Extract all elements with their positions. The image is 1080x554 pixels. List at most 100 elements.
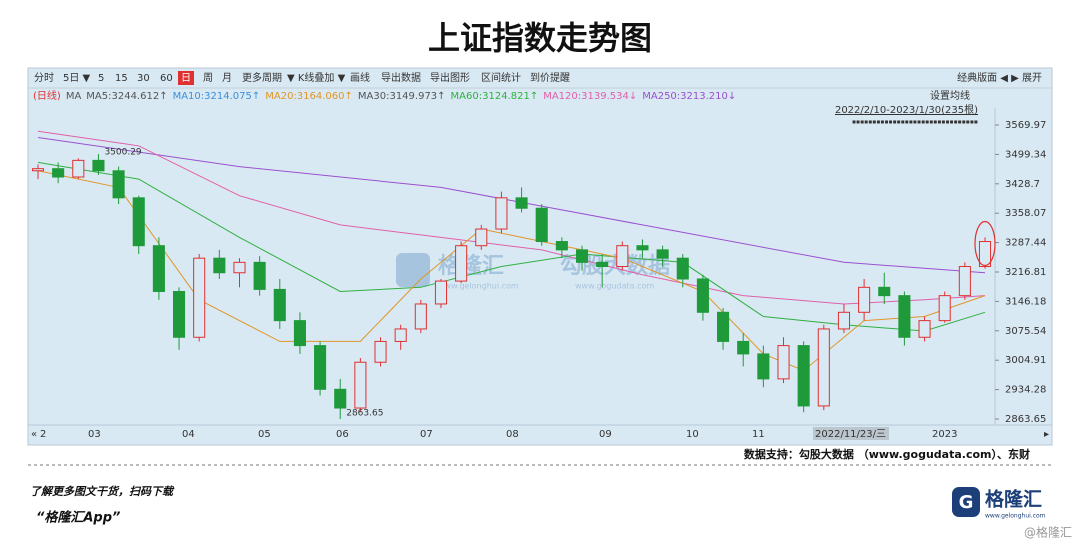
candle-body bbox=[394, 328, 407, 342]
toolbar-item[interactable]: 日 bbox=[181, 73, 191, 84]
toolbar-item[interactable]: 区间统计 bbox=[481, 71, 521, 84]
logo-icon-letter: G bbox=[959, 492, 974, 513]
toolbar-item[interactable]: 60 bbox=[160, 73, 173, 84]
candle-body bbox=[314, 345, 327, 390]
candle-body bbox=[535, 207, 548, 243]
highlight-circle bbox=[974, 220, 996, 267]
crosshair-date-bg bbox=[813, 427, 889, 440]
y-tick-label: 3287.44 bbox=[1005, 238, 1046, 249]
legend-entry: MA bbox=[66, 91, 82, 102]
toolbar-item[interactable]: 画线 bbox=[350, 71, 370, 84]
candle-body bbox=[334, 388, 347, 409]
candle-body bbox=[193, 257, 206, 338]
legend-entry: MA120:3139.534↓ bbox=[543, 91, 637, 102]
chart-title: 上证指数走势图 bbox=[428, 19, 652, 57]
x-tick-label: 2022/11/23/三 bbox=[815, 429, 886, 440]
candle-body bbox=[656, 249, 669, 259]
y-tick-label: 3075.54 bbox=[1005, 326, 1046, 337]
toolbar-item[interactable]: 到价提醒 bbox=[530, 72, 570, 84]
toolbar-item[interactable]: 5日 ▼ bbox=[63, 73, 91, 84]
x-tick-label: 06 bbox=[336, 429, 349, 440]
candle-body bbox=[958, 266, 971, 297]
toolbar-item[interactable]: ▼ K线叠加 ▼ bbox=[287, 71, 346, 84]
range-label: 2022/2/10-2023/1/30(235根) bbox=[835, 103, 978, 116]
x-tick-label: 10 bbox=[686, 429, 699, 440]
candle-body bbox=[434, 280, 448, 305]
toolbar-item[interactable]: 30 bbox=[137, 73, 150, 84]
candle-body bbox=[696, 278, 709, 313]
candle-body bbox=[898, 295, 911, 338]
candle-body bbox=[495, 197, 508, 230]
toolbar-item[interactable]: 月 bbox=[222, 72, 232, 84]
watermark-text: www.gogudata.com bbox=[575, 282, 654, 291]
candle-body bbox=[515, 197, 528, 209]
x-tick-label: 09 bbox=[599, 429, 612, 440]
toolbar-item[interactable]: 周 bbox=[203, 72, 213, 84]
candle-body bbox=[31, 168, 45, 172]
candle-body bbox=[475, 228, 488, 247]
watermark-text: www.gelonghui.com bbox=[438, 282, 519, 291]
candle-body bbox=[173, 290, 186, 338]
candle-body bbox=[132, 197, 145, 247]
scroll-left[interactable]: « bbox=[31, 429, 37, 440]
y-tick-label: 3569.97 bbox=[1005, 120, 1046, 131]
candle-body bbox=[72, 159, 85, 178]
x-tick-label: 07 bbox=[420, 429, 433, 440]
y-tick-label: 3004.91 bbox=[1005, 355, 1046, 366]
candle-body bbox=[52, 168, 65, 178]
logo-sub: www.gelonghui.com bbox=[985, 513, 1046, 520]
candle-body bbox=[253, 261, 266, 290]
toolbar-item[interactable]: 导出数据 bbox=[381, 71, 421, 84]
candle-body bbox=[596, 261, 609, 268]
candle-body bbox=[978, 241, 992, 268]
y-tick-label: 3216.81 bbox=[1005, 267, 1046, 278]
candle-body bbox=[213, 257, 226, 274]
legend-entry: MA10:3214.075↑ bbox=[173, 91, 261, 102]
x-tick-label: 2023 bbox=[932, 429, 957, 440]
y-tick-label: 3428.7 bbox=[1005, 179, 1040, 190]
toolbar-item[interactable]: 5 bbox=[98, 73, 104, 84]
candle-body bbox=[737, 340, 750, 355]
candle-body bbox=[273, 288, 286, 322]
legend-entry: MA250:3213.210↓ bbox=[642, 91, 736, 102]
chart-panel bbox=[27, 67, 1053, 446]
toolbar-item[interactable]: 导出图形 bbox=[430, 71, 470, 84]
candle-body bbox=[616, 245, 629, 268]
toolbar-item[interactable]: 分时 bbox=[34, 72, 54, 84]
candle-body bbox=[797, 345, 810, 407]
legend-entry: (日线) bbox=[33, 89, 61, 102]
candle-body bbox=[293, 320, 306, 347]
candle-body bbox=[112, 170, 125, 199]
logo-icon bbox=[952, 487, 980, 517]
candle-body bbox=[777, 345, 790, 380]
settings-label[interactable]: 设置均线 bbox=[930, 89, 970, 102]
x-tick-label: 05 bbox=[258, 429, 271, 440]
x-tick-label: 04 bbox=[182, 429, 195, 440]
candle-body bbox=[636, 245, 649, 251]
range-dots: ▪▪▪▪▪▪▪▪▪▪▪▪▪▪▪▪▪▪▪▪▪▪▪▪▪▪▪▪▪▪▪ bbox=[852, 119, 978, 126]
ma-line bbox=[37, 130, 986, 305]
y-tick-label: 2863.65 bbox=[1005, 414, 1046, 425]
candle-body bbox=[354, 361, 367, 409]
watermark-icon bbox=[396, 253, 430, 287]
scroll-right[interactable]: ▸ bbox=[1044, 429, 1049, 440]
candle-body bbox=[757, 353, 770, 380]
x-tick-label: 2 bbox=[40, 429, 46, 440]
annotation: 2863.65 bbox=[346, 409, 383, 419]
legend-entry: MA5:3244.612↑ bbox=[86, 91, 167, 102]
candle-body bbox=[414, 303, 427, 330]
candle-body bbox=[878, 286, 891, 297]
candle-body bbox=[555, 241, 568, 251]
legend-entry: MA20:3164.060↑ bbox=[265, 91, 353, 102]
candle-body bbox=[152, 245, 165, 292]
annotation: 3500.29 bbox=[104, 148, 141, 158]
candle-body bbox=[918, 320, 931, 338]
toolbar-right[interactable]: 经典版面 ◀ ▶ 展开 bbox=[957, 71, 1042, 84]
candle-body bbox=[676, 257, 689, 280]
toolbar-item[interactable]: 15 bbox=[115, 73, 128, 84]
y-tick-label: 2934.28 bbox=[1005, 385, 1046, 396]
toolbar-item[interactable]: 更多周期 bbox=[242, 71, 282, 84]
candle-body bbox=[233, 261, 246, 274]
